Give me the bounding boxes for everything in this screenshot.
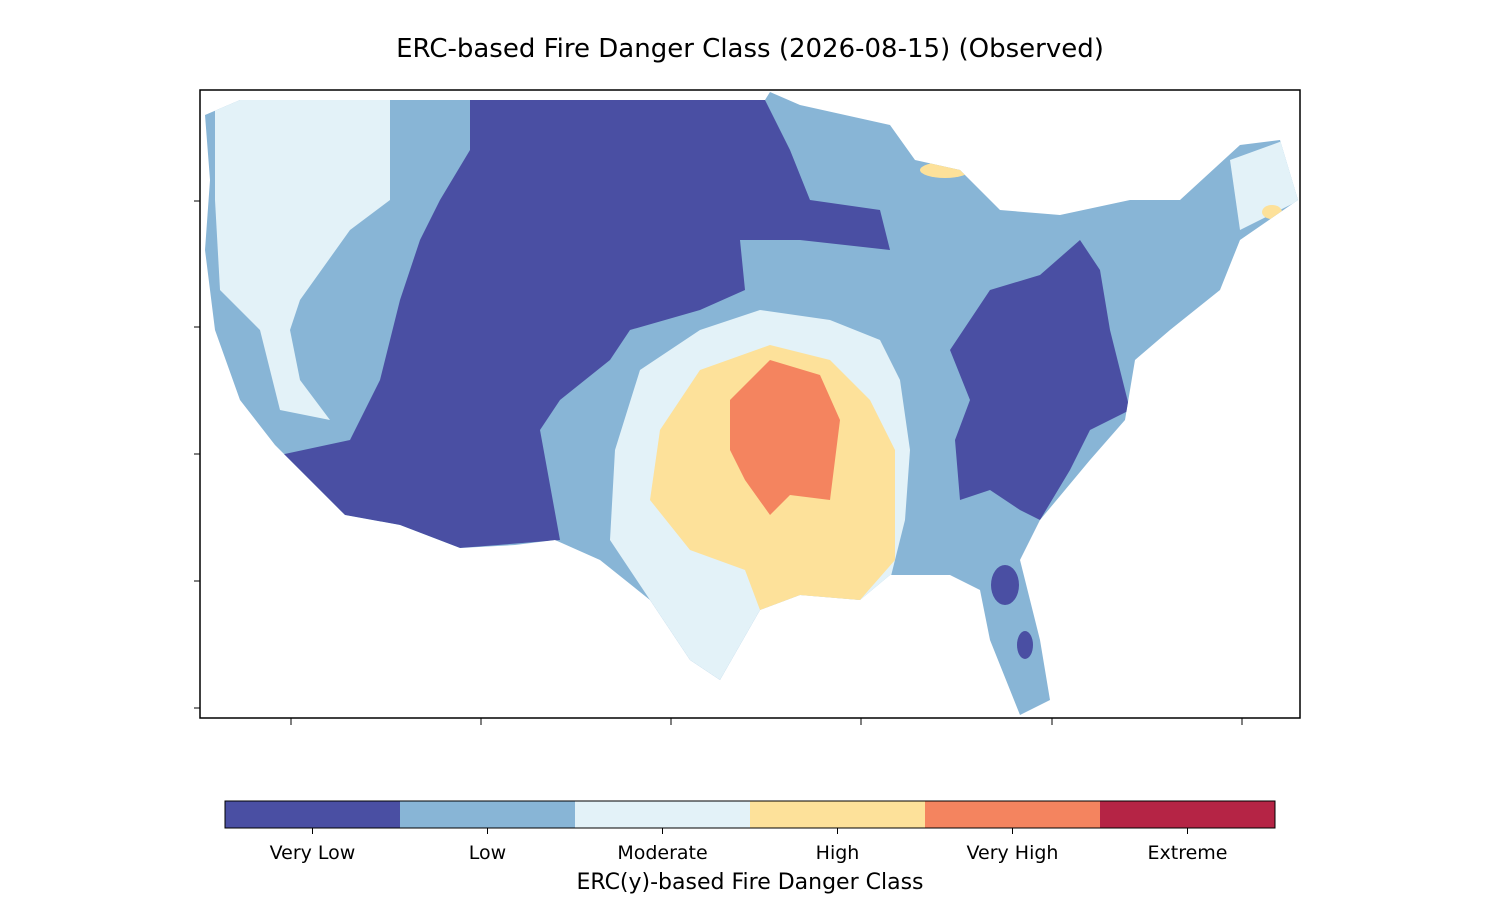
region xyxy=(950,240,1130,520)
region xyxy=(730,360,840,515)
region xyxy=(1017,631,1033,659)
map-frame xyxy=(199,89,1301,719)
colorbar-tick-label: Very Low xyxy=(270,842,356,864)
region xyxy=(1262,205,1282,219)
colorbar: Very Low Low Moderate High Very High Extreme xyxy=(225,801,1275,864)
colorbar-swatch xyxy=(750,801,925,828)
region xyxy=(215,100,390,420)
colorbar-swatch xyxy=(225,801,400,828)
colorbar-tick-label: Extreme xyxy=(1148,842,1228,864)
colorbar-swatch xyxy=(400,801,575,828)
colorbar-tick-label: Very High xyxy=(967,842,1059,864)
colorbar-frame xyxy=(224,800,1276,829)
danger-map xyxy=(205,92,1298,715)
colorbar-tick-label: Low xyxy=(469,842,506,864)
region xyxy=(991,565,1019,605)
map-title: ERC-based Fire Danger Class (2026-08-15)… xyxy=(396,34,1104,64)
colorbar-swatch xyxy=(575,801,750,828)
region xyxy=(920,162,970,178)
axis-ticks xyxy=(194,200,1243,725)
region xyxy=(280,100,890,548)
colorbar-tick-label: High xyxy=(816,842,860,864)
colorbar-label: ERC(y)-based Fire Danger Class xyxy=(576,870,923,895)
colorbar-swatch xyxy=(925,801,1100,828)
colorbar-swatch xyxy=(1100,801,1275,828)
colorbar-tick-label: Moderate xyxy=(617,842,707,864)
region xyxy=(1230,140,1298,230)
